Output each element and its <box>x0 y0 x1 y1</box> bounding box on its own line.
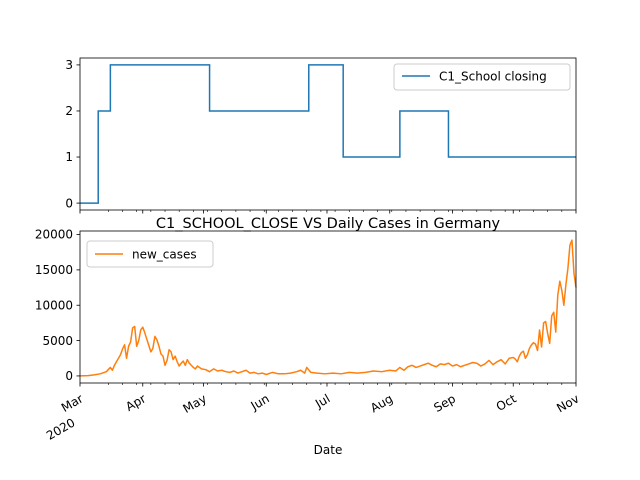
top-y-tick-label: 3 <box>65 58 73 72</box>
bottom-legend-label: new_cases <box>132 248 197 262</box>
bottom-y-tick-label: 10000 <box>35 298 73 312</box>
top-x-axis-ticks <box>79 210 577 214</box>
bottom-axes-frame <box>79 230 577 384</box>
new-cases-line <box>79 239 577 377</box>
bottom-y-tick-label: 5000 <box>42 334 73 348</box>
bottom-y-tick-label: 0 <box>65 369 73 383</box>
school-closing-line <box>80 64 576 204</box>
top-legend-box <box>393 63 571 91</box>
top-y-tick-label: 0 <box>65 196 73 210</box>
chart-title: C1_SCHOOL_CLOSE VS Daily Cases in German… <box>156 216 501 232</box>
top-legend: C1_School closing <box>393 63 571 91</box>
top-y-tick-label: 2 <box>65 104 73 118</box>
top-y-axis-ticks: 0 1 2 3 <box>65 58 80 210</box>
bottom-x-tick-label: Jul <box>312 391 332 411</box>
bottom-y-tick-label: 15000 <box>35 263 73 277</box>
top-y-tick-label: 1 <box>65 150 73 164</box>
bottom-y-axis-ticks: 0 5000 10000 15000 20000 <box>35 228 80 383</box>
x-axis-label: Date <box>314 443 343 457</box>
top-subplot: 0 1 2 3 C1_School closing <box>65 57 577 214</box>
top-legend-label: C1_School closing <box>439 70 547 84</box>
bottom-legend-box <box>86 240 214 268</box>
bottom-y-tick-label: 20000 <box>35 228 73 242</box>
top-axes-frame <box>79 57 577 211</box>
bottom-legend: new_cases <box>86 240 214 268</box>
